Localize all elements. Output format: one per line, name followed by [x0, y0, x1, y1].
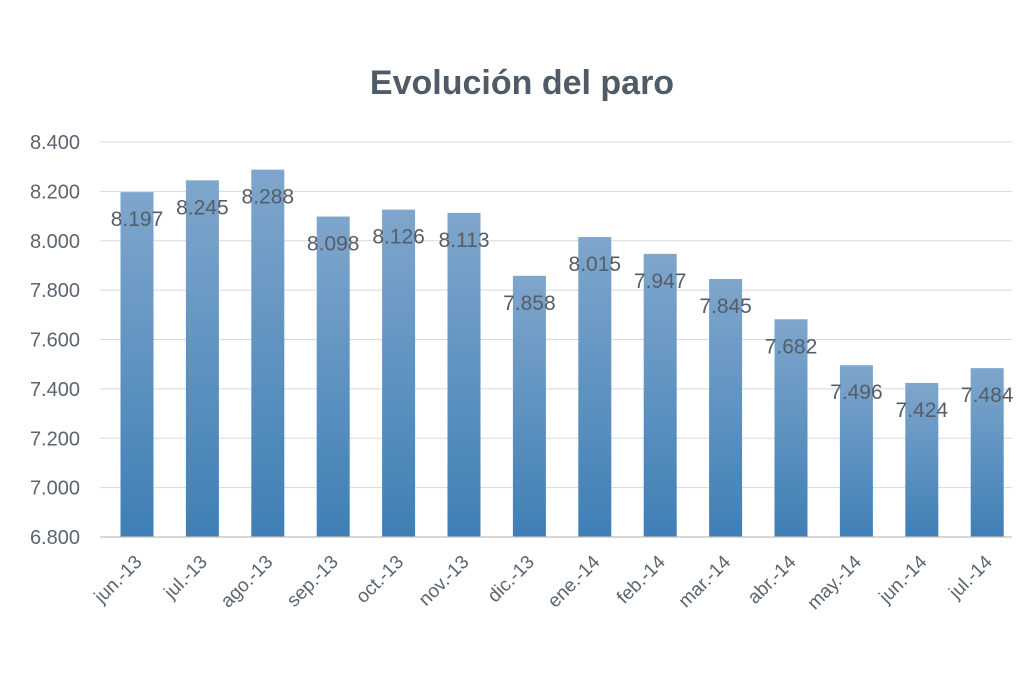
data-label: 8.015 [569, 253, 622, 276]
data-label: 7.845 [699, 295, 752, 318]
data-label: 7.682 [765, 335, 818, 358]
x-tick-label: ene.-14 [544, 551, 605, 612]
x-tick-label: jul.-13 [160, 552, 212, 604]
chart-title: Evolución del paro [370, 64, 674, 102]
y-tick-label: 6.800 [30, 527, 80, 549]
y-tick-label: 7.200 [30, 428, 80, 450]
gridlines [100, 141, 1012, 489]
x-tick-label: nov.-13 [415, 552, 474, 611]
bar-abr.-14 [774, 319, 808, 537]
y-tick-label: 7.400 [30, 379, 80, 401]
bar-jun.-14 [905, 382, 939, 537]
bar-jun.-13 [120, 192, 154, 537]
data-label: 8.197 [111, 208, 164, 231]
bar-sep.-13 [316, 216, 350, 537]
data-label: 7.424 [896, 399, 949, 422]
data-label: 8.288 [242, 186, 295, 209]
x-tick-label: jun.-13 [90, 552, 147, 609]
y-tick-label: 7.800 [30, 280, 80, 302]
data-labels: 8.197 8.245 8.288 8.098 8.126 8.113 7.858 8.015… [111, 186, 1014, 422]
bar-may.-14 [839, 365, 873, 537]
bar-nov.-13 [447, 212, 481, 537]
x-tick-label: jun.-14 [875, 551, 932, 608]
bar-ago.-13 [251, 169, 285, 537]
y-tick-label: 8.000 [30, 231, 80, 253]
bar-mar.-14 [709, 279, 743, 537]
bar-feb.-14 [643, 253, 677, 537]
y-axis-tick-labels: 6.800 7.000 7.200 7.400 7.600 7.800 8.000 8.200… [30, 132, 80, 549]
x-tick-label: ago.-13 [217, 552, 277, 612]
bar-jul.-14 [970, 368, 1004, 537]
data-label: 8.098 [307, 233, 360, 256]
x-tick-label: mar.-14 [675, 551, 736, 612]
x-tick-label: dic.-13 [484, 552, 539, 607]
bar-ene.-14 [578, 237, 612, 537]
y-tick-label: 8.400 [30, 132, 80, 154]
bar-jul.-13 [185, 180, 219, 537]
y-tick-label: 7.600 [30, 330, 80, 352]
bars [120, 169, 1004, 538]
data-label: 7.484 [961, 384, 1014, 407]
data-label: 7.858 [503, 292, 556, 315]
x-tick-label: may.-14 [804, 551, 867, 614]
x-tick-label: sep.-13 [283, 552, 343, 612]
x-tick-label: feb.-14 [613, 551, 670, 608]
data-label: 7.496 [830, 381, 883, 404]
x-tick-label: jul.-14 [945, 551, 997, 603]
y-tick-label: 8.200 [30, 181, 80, 203]
bar-oct.-13 [382, 209, 416, 538]
x-axis-tick-labels: jun.-13 jul.-13 ago.-13 sep.-13 oct.-13 nov.-… [90, 551, 997, 614]
x-tick-label: abr.-14 [744, 551, 801, 608]
data-label: 7.947 [634, 270, 687, 293]
x-tick-label: oct.-13 [352, 552, 408, 608]
y-tick-label: 7.000 [30, 478, 80, 500]
data-label: 8.126 [372, 226, 425, 249]
data-label: 8.245 [176, 196, 229, 219]
data-label: 8.113 [439, 229, 490, 252]
bar-dic.-13 [512, 275, 546, 537]
